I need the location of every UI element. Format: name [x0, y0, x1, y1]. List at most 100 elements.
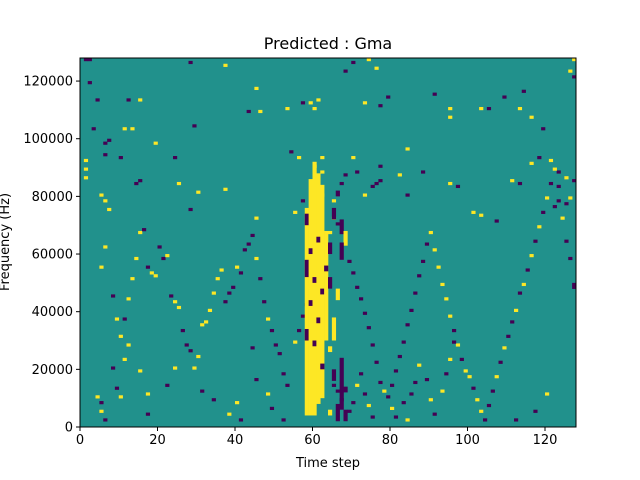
heatmap-cell	[393, 369, 399, 373]
heatmap-cell	[417, 363, 422, 367]
heatmap-cell	[300, 314, 306, 318]
x-axis: 0 20 40 60 80 100 120	[76, 427, 557, 448]
heatmap-cell	[494, 375, 499, 379]
heatmap-cell	[382, 389, 387, 393]
heatmap-cell	[405, 147, 410, 151]
heatmap-cell	[564, 202, 569, 206]
heatmap-cell	[308, 248, 313, 255]
heatmap-cell	[200, 389, 205, 393]
x-tick-label: 20	[149, 433, 166, 448]
heatmap-cell	[568, 196, 573, 200]
heatmap-cell	[95, 395, 100, 399]
heatmap-cell	[165, 383, 170, 387]
heatmap-cell	[138, 230, 143, 235]
heatmap-cell	[215, 277, 220, 281]
heatmap-cell	[343, 409, 348, 422]
heatmap-cell	[552, 167, 557, 171]
heatmap-cell	[467, 375, 472, 379]
heatmap-cell	[293, 210, 298, 214]
heatmap-cell	[351, 271, 356, 275]
y-tick-label: 20000	[32, 363, 73, 378]
heatmap-cell	[269, 328, 275, 333]
heatmap-cell	[378, 104, 383, 108]
heatmap-cell	[176, 305, 182, 310]
heatmap-cell	[316, 98, 321, 102]
heatmap-cell	[250, 233, 255, 238]
heatmap-cell	[211, 398, 216, 402]
heatmap-cell	[103, 141, 108, 145]
heatmap-cell	[517, 181, 523, 186]
heatmap-cell	[254, 216, 259, 220]
heatmap-cell	[211, 291, 216, 295]
x-tick-label: 40	[227, 433, 244, 448]
heatmap-cell	[362, 311, 368, 315]
heatmap-cell	[409, 308, 414, 312]
heatmap-cell	[444, 372, 449, 376]
heatmap-cell	[529, 161, 534, 165]
heatmap-cell	[510, 179, 515, 183]
heatmap-cell	[200, 323, 205, 327]
heatmap-cell	[320, 363, 325, 370]
heatmap-cell	[483, 418, 488, 422]
heatmap-cell	[297, 156, 302, 160]
heatmap-cell	[103, 418, 108, 422]
heatmap-cell	[103, 153, 108, 157]
heatmap-cell	[397, 354, 402, 359]
x-tick-label: 60	[304, 433, 321, 448]
heatmap-cell	[366, 326, 371, 330]
heatmap-cell	[122, 127, 127, 131]
y-tick-label: 100000	[23, 132, 73, 147]
heatmap-cell	[428, 230, 433, 235]
heatmap-cell	[401, 401, 406, 405]
heatmap-cell	[471, 210, 476, 214]
heatmap-cell	[149, 271, 154, 275]
heatmap-cell	[448, 181, 453, 186]
heatmap-cell	[266, 392, 271, 396]
heatmap-cell	[328, 242, 333, 255]
heatmap-cell	[366, 58, 371, 62]
heatmap-cell	[238, 418, 244, 422]
heatmap-cell	[339, 181, 344, 186]
heatmap-cell	[281, 372, 286, 376]
heatmap-cell	[258, 277, 263, 281]
heatmap-cell	[378, 164, 383, 168]
heatmap-cell	[355, 285, 360, 289]
heatmap-cell	[192, 124, 197, 128]
heatmap-cell	[161, 256, 166, 261]
heatmap-cell	[448, 107, 453, 111]
heatmap-cell	[486, 107, 492, 111]
heatmap-cell	[424, 377, 430, 382]
heatmap-cell	[335, 389, 340, 393]
plot-frame	[79, 57, 577, 428]
heatmap-cell	[541, 210, 546, 214]
heatmap-cell	[533, 409, 538, 413]
heatmap-cell	[444, 297, 449, 301]
heatmap-cell	[281, 418, 286, 422]
heatmap-cell	[91, 127, 96, 131]
heatmap-cell	[118, 395, 123, 399]
heatmap-cell	[300, 199, 306, 203]
heatmap-cell	[521, 89, 526, 93]
heatmap-cell	[424, 242, 430, 246]
heatmap-cell	[83, 176, 89, 180]
heatmap-cell	[134, 256, 139, 261]
heatmap-cell	[506, 334, 511, 338]
heatmap-cell	[262, 300, 267, 304]
heatmap-cell	[331, 369, 337, 381]
heatmap-cell	[157, 245, 162, 249]
heatmap-cell	[339, 230, 344, 235]
heatmap-cell	[537, 225, 542, 229]
heatmap-cell	[184, 343, 189, 347]
heatmap-cell	[572, 179, 577, 183]
heatmap-cell	[312, 277, 317, 283]
heatmap-cell	[207, 308, 213, 312]
heatmap-cell	[308, 101, 313, 105]
heatmap-cell	[564, 176, 569, 180]
x-axis-label: Time step	[295, 456, 360, 471]
heatmap-cell	[316, 236, 321, 243]
heatmap-cell	[114, 317, 120, 321]
heatmap-cell	[250, 346, 255, 350]
heatmap-cell	[517, 291, 523, 295]
heatmap-cell	[529, 115, 534, 119]
heatmap-cell	[370, 184, 375, 189]
